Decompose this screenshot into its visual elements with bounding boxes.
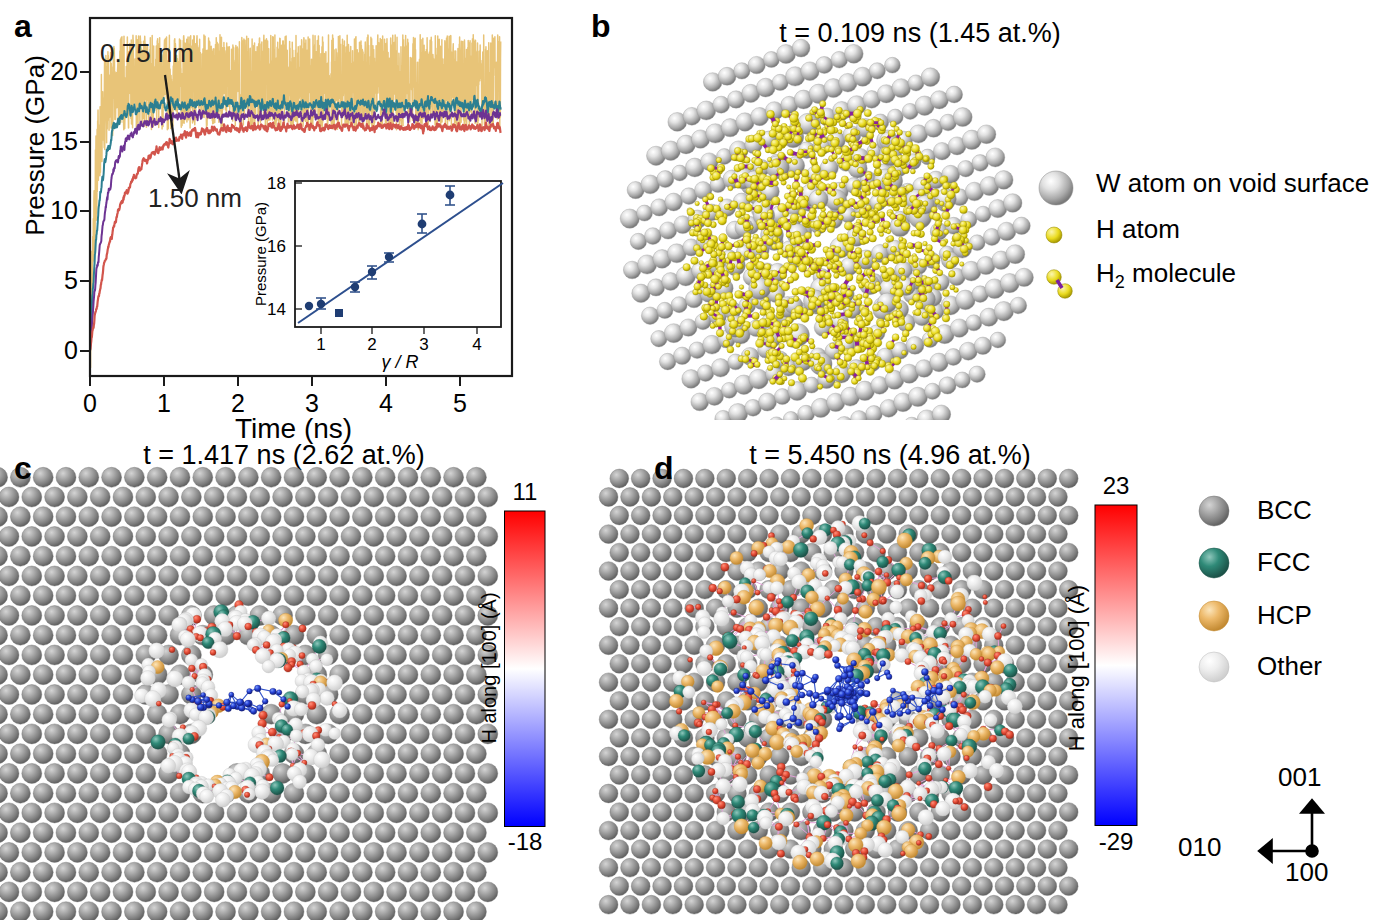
svg-text:5: 5 [453,389,467,417]
svg-text:20: 20 [50,57,78,85]
svg-text:4: 4 [379,389,393,417]
svg-text:1.50 nm: 1.50 nm [148,183,242,213]
svg-text:γ / R: γ / R [381,352,418,372]
svg-text:10: 10 [50,196,78,224]
svg-text:3: 3 [419,335,428,354]
svg-text:1: 1 [316,335,325,354]
svg-text:0: 0 [83,389,97,417]
svg-text:14: 14 [267,300,286,319]
svg-text:5: 5 [64,266,78,294]
svg-text:2: 2 [231,389,245,417]
svg-text:16: 16 [267,237,286,256]
svg-text:18: 18 [267,174,286,193]
svg-text:15: 15 [50,127,78,155]
svg-text:4: 4 [472,335,481,354]
svg-text:2: 2 [367,335,376,354]
svg-text:1: 1 [157,389,171,417]
svg-text:Pressure (GPa): Pressure (GPa) [252,202,269,306]
svg-text:0: 0 [64,336,78,364]
svg-text:3: 3 [305,389,319,417]
svg-text:0.75 nm: 0.75 nm [100,38,194,68]
